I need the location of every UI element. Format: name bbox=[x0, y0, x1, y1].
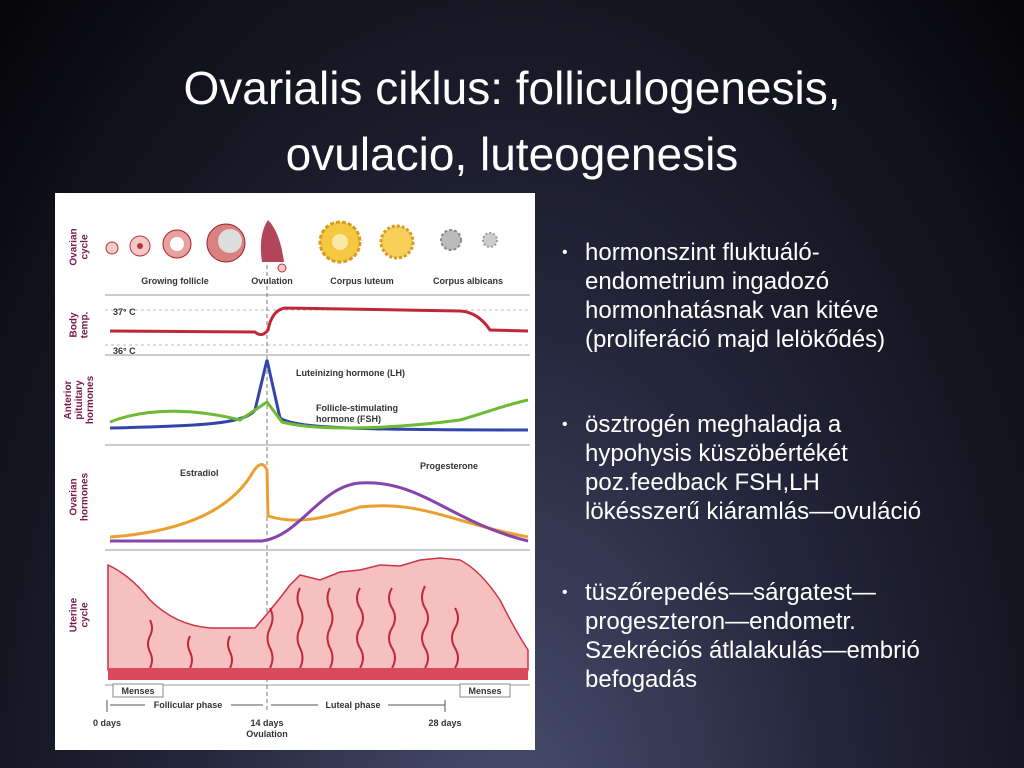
bullet: • ösztrogén meghaladja a hypohysis küszöbé… bbox=[562, 410, 921, 526]
stage-label: Corpus luteum bbox=[330, 276, 394, 286]
row-label: Ovarian bbox=[69, 228, 80, 265]
corpus-luteum-core bbox=[332, 234, 348, 250]
ruptured-follicle bbox=[260, 220, 284, 262]
title-line: ovulacio, luteogenesis bbox=[285, 128, 739, 180]
row-label: Anterior bbox=[63, 380, 74, 419]
row-label: hormones bbox=[80, 472, 91, 521]
bullet-line: befogadás bbox=[585, 666, 698, 693]
phase-label-bg bbox=[318, 699, 388, 711]
bullet-line: tüszőrepedés—sárgatest— bbox=[585, 579, 876, 606]
glands bbox=[147, 585, 459, 669]
hormone-label: Luteinizing hormone (LH) bbox=[296, 368, 405, 378]
oocyte bbox=[277, 263, 287, 273]
bullet-line: progeszteron—endometr. bbox=[585, 608, 856, 635]
basal-layer bbox=[108, 668, 528, 680]
row-label: temp. bbox=[80, 311, 91, 338]
day-label: 0 days bbox=[93, 718, 121, 728]
temp-label: 36° C bbox=[113, 346, 136, 356]
bullet-text: hormonszint fluktuáló-endometrium ingado… bbox=[585, 238, 885, 354]
row-label: cycle bbox=[80, 234, 91, 259]
day-label: 14 days bbox=[250, 718, 283, 728]
gland bbox=[356, 587, 364, 669]
gland bbox=[326, 587, 334, 669]
gland bbox=[147, 619, 153, 669]
row-label: Uterine bbox=[69, 597, 80, 632]
stage-label: Growing follicle bbox=[141, 276, 209, 286]
bullet-line: endometrium ingadozó bbox=[585, 268, 830, 295]
bullet-line: lökésszerű kiáramlás—ovuláció bbox=[585, 498, 922, 525]
bullet-line: hormonszint fluktuáló- bbox=[585, 239, 820, 266]
bullet-dot: • bbox=[562, 584, 568, 601]
bullet-line: hormonhatásnak van kitéve bbox=[585, 297, 879, 324]
gland bbox=[421, 585, 429, 669]
day-label: Ovulation bbox=[246, 729, 288, 739]
antrum bbox=[218, 229, 242, 253]
antrum bbox=[170, 237, 184, 251]
corpus-luteum bbox=[379, 224, 415, 260]
phase-label: Follicular phase bbox=[154, 700, 223, 710]
follicle-icons bbox=[105, 220, 498, 273]
phase-label: Luteal phase bbox=[325, 700, 380, 710]
hormone-label: Progesterone bbox=[420, 461, 478, 471]
dividers bbox=[105, 294, 530, 686]
menses-label: Menses bbox=[121, 686, 154, 696]
row-label: Body bbox=[69, 312, 80, 337]
gland bbox=[187, 635, 193, 669]
bullet-line: (proliferáció majd lelökődés) bbox=[585, 326, 886, 353]
fsh-curve bbox=[109, 398, 529, 430]
stage-label: Corpus albicans bbox=[433, 276, 503, 286]
gland bbox=[296, 587, 304, 669]
title-line: Ovarialis ciklus: folliculogenesis, bbox=[183, 62, 841, 114]
gland bbox=[388, 587, 396, 669]
estradiol-curve bbox=[109, 463, 529, 539]
phase-label-bg bbox=[145, 699, 231, 711]
bullet-line: hypohysis küszöbértékét bbox=[585, 440, 848, 467]
menses-label: Menses bbox=[468, 686, 501, 696]
gland bbox=[227, 635, 233, 669]
menses-box bbox=[112, 683, 164, 698]
bullet-dot: • bbox=[562, 416, 568, 433]
bullet-line: poz.feedback FSH,LH bbox=[585, 469, 820, 496]
gland bbox=[451, 607, 459, 669]
stage-label: Ovulation bbox=[251, 276, 293, 286]
hormone-label: Follicle-stimulating bbox=[316, 403, 398, 413]
temp-label: 37° C bbox=[113, 307, 136, 317]
bullet-dot: • bbox=[562, 244, 568, 261]
oocyte bbox=[137, 243, 143, 249]
bullet-text: tüszőrepedés—sárgatest— progeszteron—endo… bbox=[585, 578, 920, 694]
row-label: hormones bbox=[85, 375, 96, 424]
follicle bbox=[105, 241, 119, 255]
day-label: 28 days bbox=[428, 718, 461, 728]
bullet-text: ösztrogén meghaladja a hypohysis küszöbér… bbox=[585, 410, 921, 526]
row-label: cycle bbox=[80, 602, 91, 627]
hormone-label: Estradiol bbox=[180, 468, 219, 478]
gland bbox=[266, 607, 274, 669]
row-label: Ovarian bbox=[69, 478, 80, 515]
hormone-label: hormone (FSH) bbox=[316, 414, 381, 424]
progesterone-curve bbox=[110, 481, 529, 543]
bullet-line: Szekréciós átlalakulás—embrió bbox=[585, 637, 920, 664]
slide-title: Ovarialis ciklus: folliculogenesis, ovul… bbox=[0, 55, 1024, 187]
row-label: pituitary bbox=[74, 380, 85, 420]
bullet: • hormonszint fluktuáló-endometrium ingad… bbox=[562, 238, 885, 354]
corpus-albicans bbox=[440, 229, 462, 251]
corpus-albicans bbox=[482, 232, 498, 248]
temperature-curve bbox=[109, 306, 529, 337]
menses-box bbox=[459, 683, 511, 698]
bullet-line: ösztrogén meghaladja a bbox=[585, 411, 842, 438]
bullet: • tüszőrepedés—sárgatest— progeszteron—end… bbox=[562, 578, 920, 694]
